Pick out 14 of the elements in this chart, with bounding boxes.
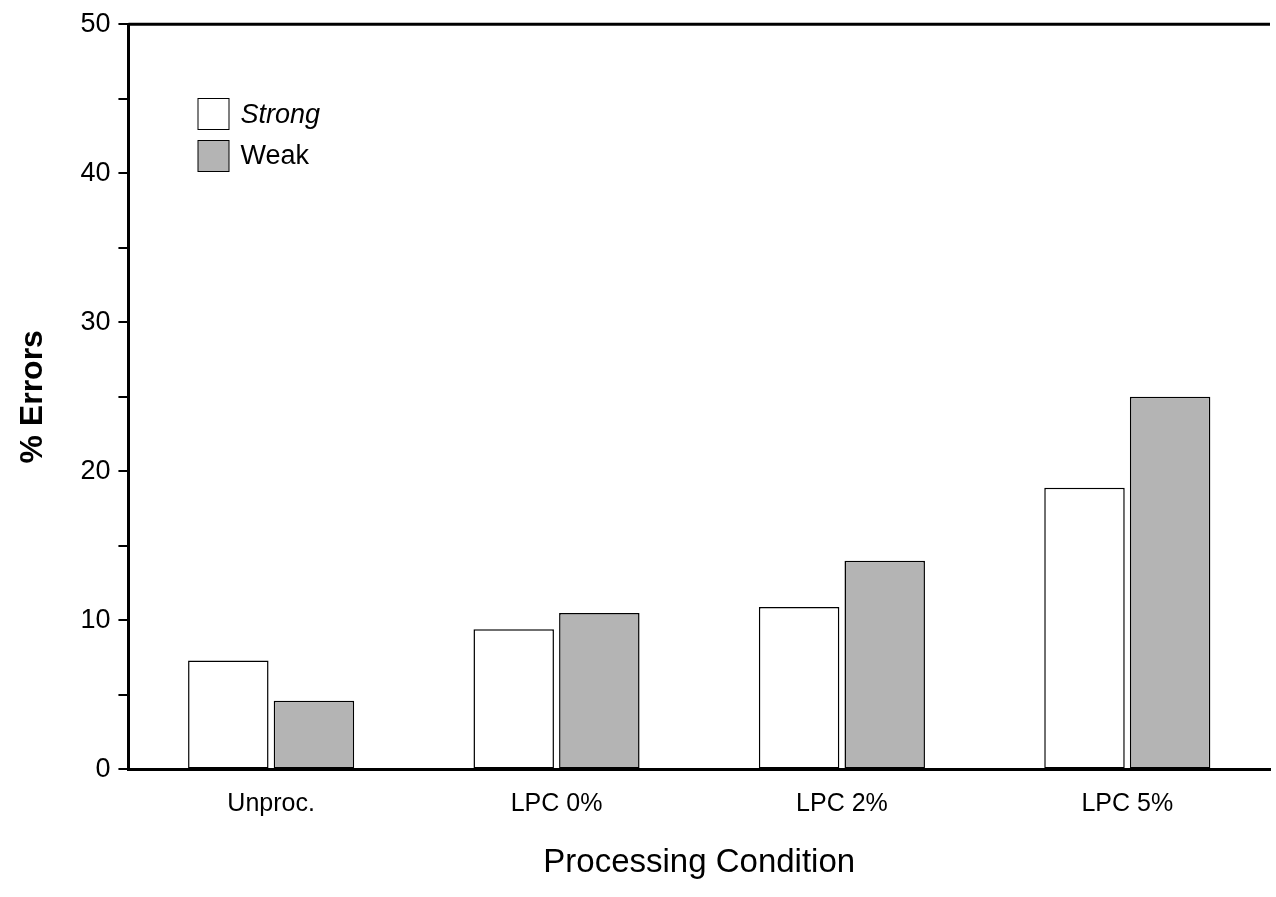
y-tick-label: 50	[80, 7, 111, 38]
y-tick-label: 10	[80, 603, 111, 634]
y-tick-label: 40	[80, 156, 111, 187]
x-tick-label: LPC 5%	[1081, 788, 1174, 817]
legend-label: Weak	[240, 140, 310, 171]
y-tick-label: 30	[80, 305, 111, 336]
y-axis-title: % Errors	[13, 330, 50, 464]
legend-label: Strong	[240, 98, 321, 129]
x-axis-title: Processing Condition	[543, 842, 856, 880]
y-tick-label: 0	[95, 752, 111, 783]
y-tick-label: 20	[80, 454, 111, 485]
x-tick-label: LPC 0%	[510, 788, 603, 817]
x-tick-label: Unproc.	[227, 788, 315, 817]
x-tick-label: LPC 2%	[796, 788, 888, 817]
